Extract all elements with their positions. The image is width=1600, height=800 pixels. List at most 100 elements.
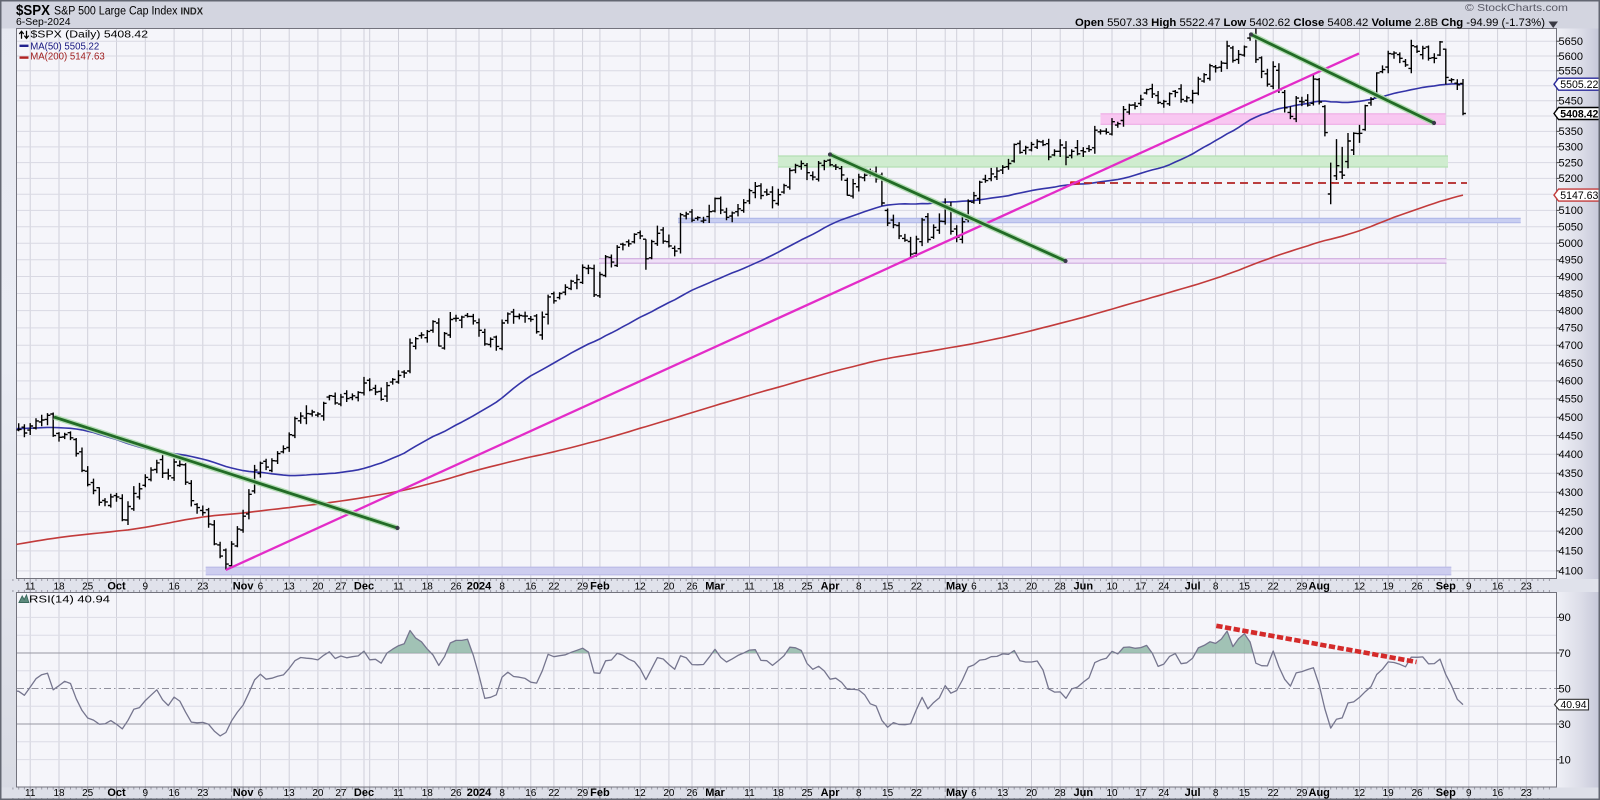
svg-text:4350: 4350 xyxy=(1559,468,1583,480)
svg-text:Mar: Mar xyxy=(705,580,725,592)
svg-text:S&P 500 Large Cap Index: S&P 500 Large Cap Index xyxy=(54,6,178,18)
svg-text:25: 25 xyxy=(82,788,94,799)
svg-text:6-Sep-2024: 6-Sep-2024 xyxy=(16,17,71,28)
svg-text:20: 20 xyxy=(312,581,324,592)
svg-text:15: 15 xyxy=(1239,788,1251,799)
svg-text:4900: 4900 xyxy=(1559,271,1583,283)
svg-text:Feb: Feb xyxy=(590,787,610,799)
svg-text:18: 18 xyxy=(773,788,785,799)
svg-text:16: 16 xyxy=(525,788,537,799)
svg-text:4100: 4100 xyxy=(1559,566,1583,578)
svg-text:20: 20 xyxy=(1026,581,1038,592)
svg-text:4150: 4150 xyxy=(1559,546,1583,558)
svg-text:INDX: INDX xyxy=(181,6,204,18)
svg-text:11: 11 xyxy=(744,788,755,799)
svg-text:MA(50) 5505.22: MA(50) 5505.22 xyxy=(30,41,99,52)
svg-text:16: 16 xyxy=(169,788,181,799)
svg-text:19: 19 xyxy=(1383,581,1395,592)
svg-text:26: 26 xyxy=(450,581,462,592)
svg-text:5300: 5300 xyxy=(1559,142,1583,154)
svg-text:16: 16 xyxy=(1492,788,1504,799)
svg-text:9: 9 xyxy=(1466,788,1472,799)
svg-text:90: 90 xyxy=(1559,612,1571,624)
svg-text:28: 28 xyxy=(1055,581,1067,592)
svg-text:2024: 2024 xyxy=(467,580,492,592)
svg-text:5100: 5100 xyxy=(1559,205,1583,217)
svg-text:16: 16 xyxy=(169,581,181,592)
svg-text:50: 50 xyxy=(1559,683,1571,695)
svg-text:11: 11 xyxy=(393,581,404,592)
svg-text:25: 25 xyxy=(82,581,94,592)
svg-text:11: 11 xyxy=(25,581,36,592)
svg-text:25: 25 xyxy=(801,788,813,799)
svg-text:10: 10 xyxy=(1559,754,1571,766)
svg-text:5350: 5350 xyxy=(1559,126,1583,138)
svg-text:11: 11 xyxy=(25,788,36,799)
svg-text:4300: 4300 xyxy=(1559,487,1583,499)
svg-text:13: 13 xyxy=(284,581,296,592)
svg-text:$SPX (Daily) 5408.42: $SPX (Daily) 5408.42 xyxy=(31,30,149,41)
svg-text:19: 19 xyxy=(1383,788,1395,799)
svg-text:12: 12 xyxy=(1354,581,1366,592)
svg-text:Jun: Jun xyxy=(1074,580,1094,592)
svg-text:20: 20 xyxy=(663,788,675,799)
svg-text:18: 18 xyxy=(53,581,65,592)
svg-text:6: 6 xyxy=(258,788,264,799)
svg-text:20: 20 xyxy=(663,581,675,592)
svg-text:5650: 5650 xyxy=(1559,36,1583,48)
svg-text:17: 17 xyxy=(1135,581,1147,592)
svg-text:24: 24 xyxy=(1158,788,1170,799)
svg-text:9: 9 xyxy=(143,788,149,799)
svg-text:29: 29 xyxy=(577,581,589,592)
svg-text:10: 10 xyxy=(1106,581,1118,592)
svg-text:11: 11 xyxy=(393,788,404,799)
svg-text:4750: 4750 xyxy=(1559,323,1583,335)
svg-text:18: 18 xyxy=(773,581,785,592)
svg-text:24: 24 xyxy=(1158,581,1170,592)
svg-text:15: 15 xyxy=(882,788,894,799)
svg-text:Dec: Dec xyxy=(354,787,374,799)
svg-text:28: 28 xyxy=(1055,788,1067,799)
svg-text:9: 9 xyxy=(143,581,149,592)
svg-text:4650: 4650 xyxy=(1559,358,1583,370)
svg-text:Open 5507.33 High 5522.47 Low: Open 5507.33 High 5522.47 Low 5402.62 Cl… xyxy=(1075,17,1545,29)
svg-text:15: 15 xyxy=(882,581,894,592)
svg-text:18: 18 xyxy=(422,788,434,799)
svg-text:13: 13 xyxy=(284,788,296,799)
svg-text:Nov: Nov xyxy=(233,787,255,799)
svg-text:5250: 5250 xyxy=(1559,157,1583,169)
svg-text:Mar: Mar xyxy=(705,787,725,799)
svg-text:18: 18 xyxy=(422,581,434,592)
svg-text:Aug: Aug xyxy=(1309,787,1330,799)
svg-text:8: 8 xyxy=(856,788,862,799)
svg-text:RSI(14) 40.94: RSI(14) 40.94 xyxy=(29,595,111,606)
svg-text:30: 30 xyxy=(1559,719,1571,731)
svg-text:17: 17 xyxy=(1135,788,1147,799)
svg-text:16: 16 xyxy=(525,581,537,592)
svg-text:23: 23 xyxy=(1521,788,1533,799)
svg-text:4800: 4800 xyxy=(1559,305,1583,317)
svg-text:26: 26 xyxy=(1411,581,1423,592)
svg-text:12: 12 xyxy=(635,581,647,592)
svg-text:27: 27 xyxy=(335,581,347,592)
svg-text:29: 29 xyxy=(1296,788,1308,799)
svg-text:Apr: Apr xyxy=(821,580,841,592)
svg-text:5000: 5000 xyxy=(1559,238,1583,250)
svg-text:15: 15 xyxy=(1239,581,1251,592)
svg-text:20: 20 xyxy=(312,788,324,799)
svg-text:6: 6 xyxy=(971,788,977,799)
svg-text:6: 6 xyxy=(971,581,977,592)
svg-text:5147.63: 5147.63 xyxy=(1560,190,1598,202)
svg-text:5050: 5050 xyxy=(1559,222,1583,234)
svg-text:Aug: Aug xyxy=(1309,580,1330,592)
svg-text:26: 26 xyxy=(686,788,698,799)
svg-text:22: 22 xyxy=(1268,581,1280,592)
svg-text:26: 26 xyxy=(450,788,462,799)
svg-text:29: 29 xyxy=(577,788,589,799)
svg-text:13: 13 xyxy=(997,581,1009,592)
svg-text:5550: 5550 xyxy=(1559,66,1583,78)
svg-text:11: 11 xyxy=(744,581,755,592)
svg-text:8: 8 xyxy=(856,581,862,592)
svg-text:May: May xyxy=(946,580,968,592)
svg-text:22: 22 xyxy=(548,581,560,592)
